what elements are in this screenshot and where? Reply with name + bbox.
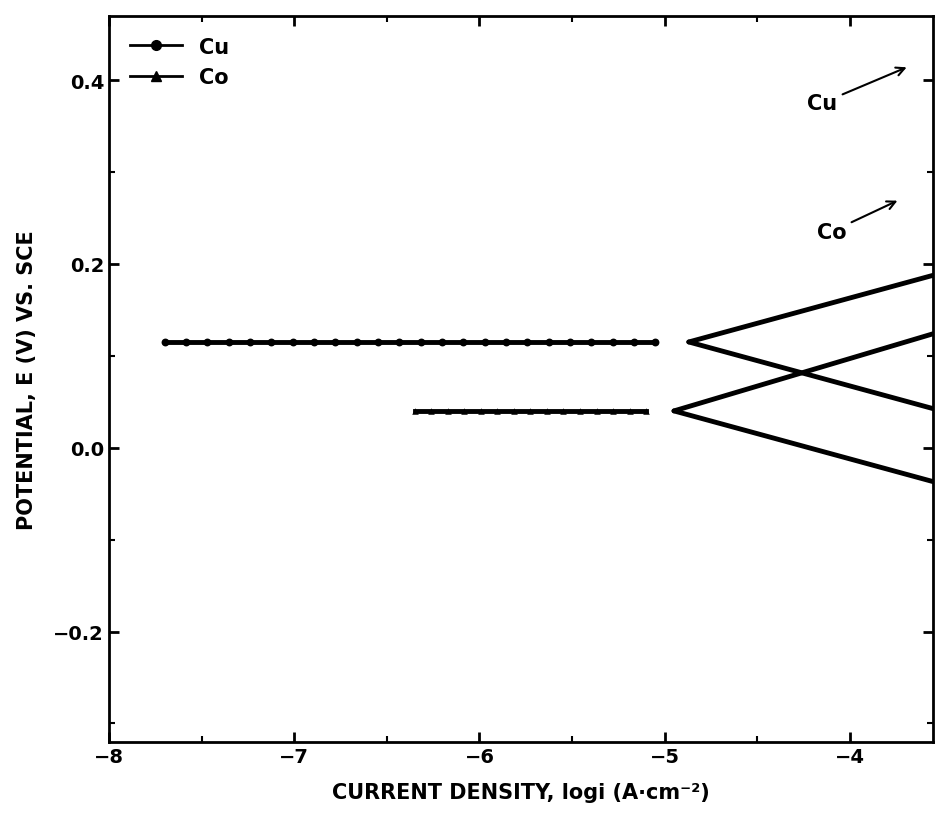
Point — [370, 336, 386, 349]
Point — [391, 336, 407, 349]
Point — [622, 405, 637, 418]
Text: Co: Co — [817, 202, 895, 242]
Point — [306, 336, 321, 349]
Point — [506, 405, 522, 418]
Point — [221, 336, 237, 349]
Point — [242, 336, 257, 349]
Point — [638, 405, 654, 418]
Point — [473, 405, 488, 418]
Point — [477, 336, 492, 349]
Point — [489, 405, 504, 418]
Point — [562, 336, 578, 349]
Point — [589, 405, 604, 418]
Point — [407, 405, 422, 418]
Point — [200, 336, 215, 349]
Point — [626, 336, 641, 349]
Point — [457, 405, 472, 418]
Text: Cu: Cu — [808, 69, 904, 114]
Legend: Cu, Co: Cu, Co — [120, 27, 239, 98]
Y-axis label: POTENTIAL, E (V) VS. SCE: POTENTIAL, E (V) VS. SCE — [17, 229, 37, 529]
Point — [540, 405, 555, 418]
Point — [584, 336, 599, 349]
Point — [605, 405, 620, 418]
Point — [556, 405, 571, 418]
Point — [413, 336, 428, 349]
Point — [456, 336, 471, 349]
Point — [499, 336, 514, 349]
Point — [573, 405, 588, 418]
Point — [542, 336, 557, 349]
Point — [434, 336, 449, 349]
Point — [328, 336, 343, 349]
Point — [522, 405, 538, 418]
X-axis label: CURRENT DENSITY, logi (A·cm⁻²): CURRENT DENSITY, logi (A·cm⁻²) — [332, 782, 710, 803]
Point — [264, 336, 279, 349]
Point — [648, 336, 663, 349]
Point — [285, 336, 300, 349]
Point — [440, 405, 455, 418]
Point — [349, 336, 364, 349]
Point — [424, 405, 439, 418]
Point — [179, 336, 194, 349]
Point — [520, 336, 535, 349]
Point — [157, 336, 172, 349]
Point — [605, 336, 620, 349]
